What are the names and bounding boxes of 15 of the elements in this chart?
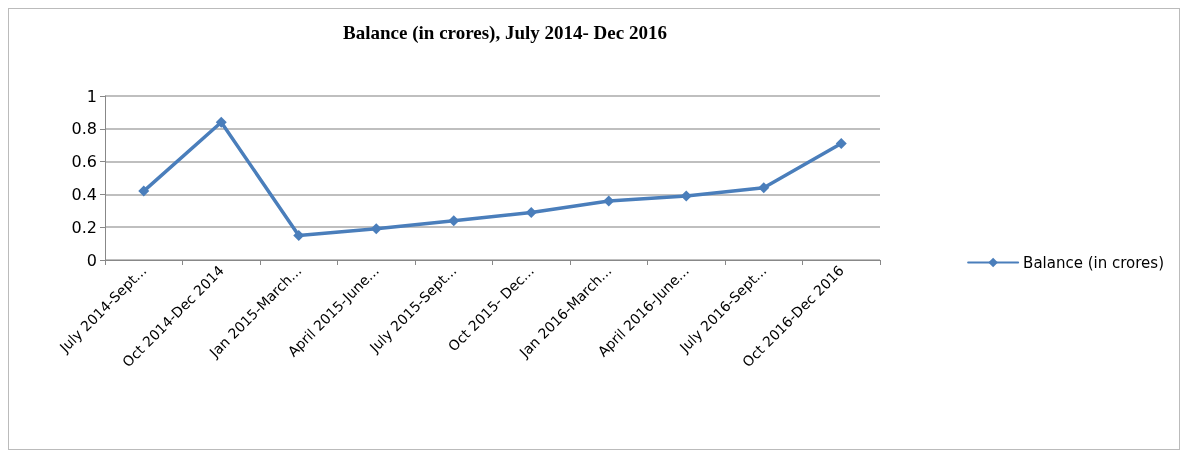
point (758, 182, 770, 194)
point (215, 116, 227, 128)
point (835, 138, 847, 150)
point (370, 223, 382, 235)
legend-label: Balance (in crores) (1023, 253, 1165, 272)
y-tick-label: 0.4 (71, 184, 97, 204)
point (293, 229, 305, 241)
y-tick-label: 0.2 (71, 217, 97, 237)
y-tick-label: 0.8 (71, 119, 97, 139)
point (138, 185, 150, 197)
y-tick-label: 0 (86, 250, 97, 270)
y-tick-label: 1 (86, 86, 97, 106)
y-tick-label: 0.6 (71, 152, 97, 172)
chart-title: Balance (in crores), July 2014- Dec 2016 (343, 22, 667, 44)
point (525, 206, 537, 218)
